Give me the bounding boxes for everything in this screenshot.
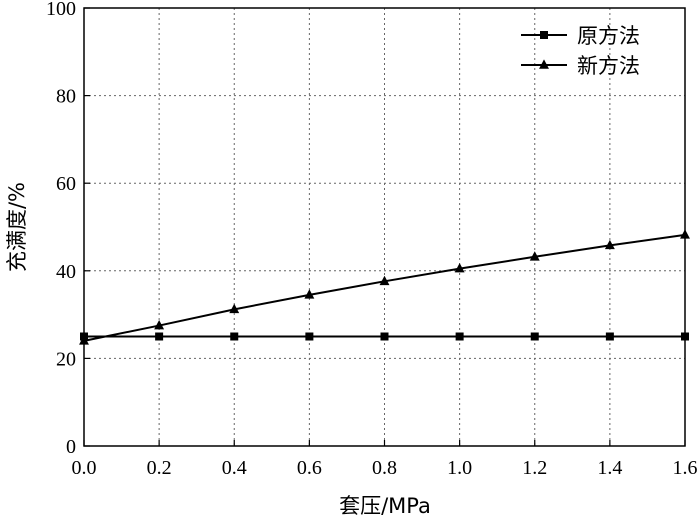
data-point xyxy=(680,229,690,239)
data-point xyxy=(529,251,540,261)
x-tick-label: 0.4 xyxy=(222,457,247,479)
x-tick-label: 1.4 xyxy=(597,457,622,479)
y-tick-label: 80 xyxy=(56,86,76,108)
axis-ticks: 0.0 0.2 0.4 0.6 0.8 1.0 1.2 1.4 1.6 0 20 40 60 80 100 xyxy=(46,0,698,479)
legend-label: 新方法 xyxy=(577,54,640,78)
data-point xyxy=(229,303,240,314)
series-group xyxy=(79,229,690,345)
data-point xyxy=(454,263,465,273)
grid xyxy=(84,8,685,446)
data-point xyxy=(380,332,389,341)
y-tick-label: 0 xyxy=(66,436,76,458)
series-new-method xyxy=(79,229,690,345)
x-axis-label: 套压/MPa xyxy=(339,494,431,518)
legend-item: 新方法 xyxy=(521,54,640,78)
data-point xyxy=(305,332,314,341)
data-point xyxy=(530,332,539,341)
y-axis-label: 充满度/% xyxy=(5,182,29,272)
data-point xyxy=(230,332,239,341)
data-point xyxy=(455,332,464,341)
series-original-method xyxy=(80,332,689,341)
legend-label: 原方法 xyxy=(577,24,640,48)
legend-item: 原方法 xyxy=(521,24,640,48)
y-tick-label: 20 xyxy=(56,348,76,370)
data-point xyxy=(604,239,615,250)
x-tick-label: 0.8 xyxy=(372,457,397,479)
data-point xyxy=(79,335,89,345)
data-point xyxy=(304,289,315,299)
y-tick-label: 100 xyxy=(46,0,76,20)
y-tick-label: 40 xyxy=(56,261,76,283)
data-point xyxy=(379,275,390,286)
x-tick-label: 1.0 xyxy=(447,457,472,479)
legend-marker xyxy=(539,59,549,69)
data-point xyxy=(154,319,165,330)
data-point xyxy=(681,332,689,341)
legend-marker xyxy=(540,31,548,39)
data-point xyxy=(605,332,614,341)
x-tick-label: 1.2 xyxy=(522,457,547,479)
x-tick-label: 0.6 xyxy=(297,457,322,479)
x-tick-label: 0.2 xyxy=(147,457,172,479)
y-tick-label: 60 xyxy=(56,173,76,195)
x-tick-label: 1.6 xyxy=(673,457,698,479)
data-point xyxy=(155,332,164,341)
x-tick-label: 0.0 xyxy=(72,457,97,479)
